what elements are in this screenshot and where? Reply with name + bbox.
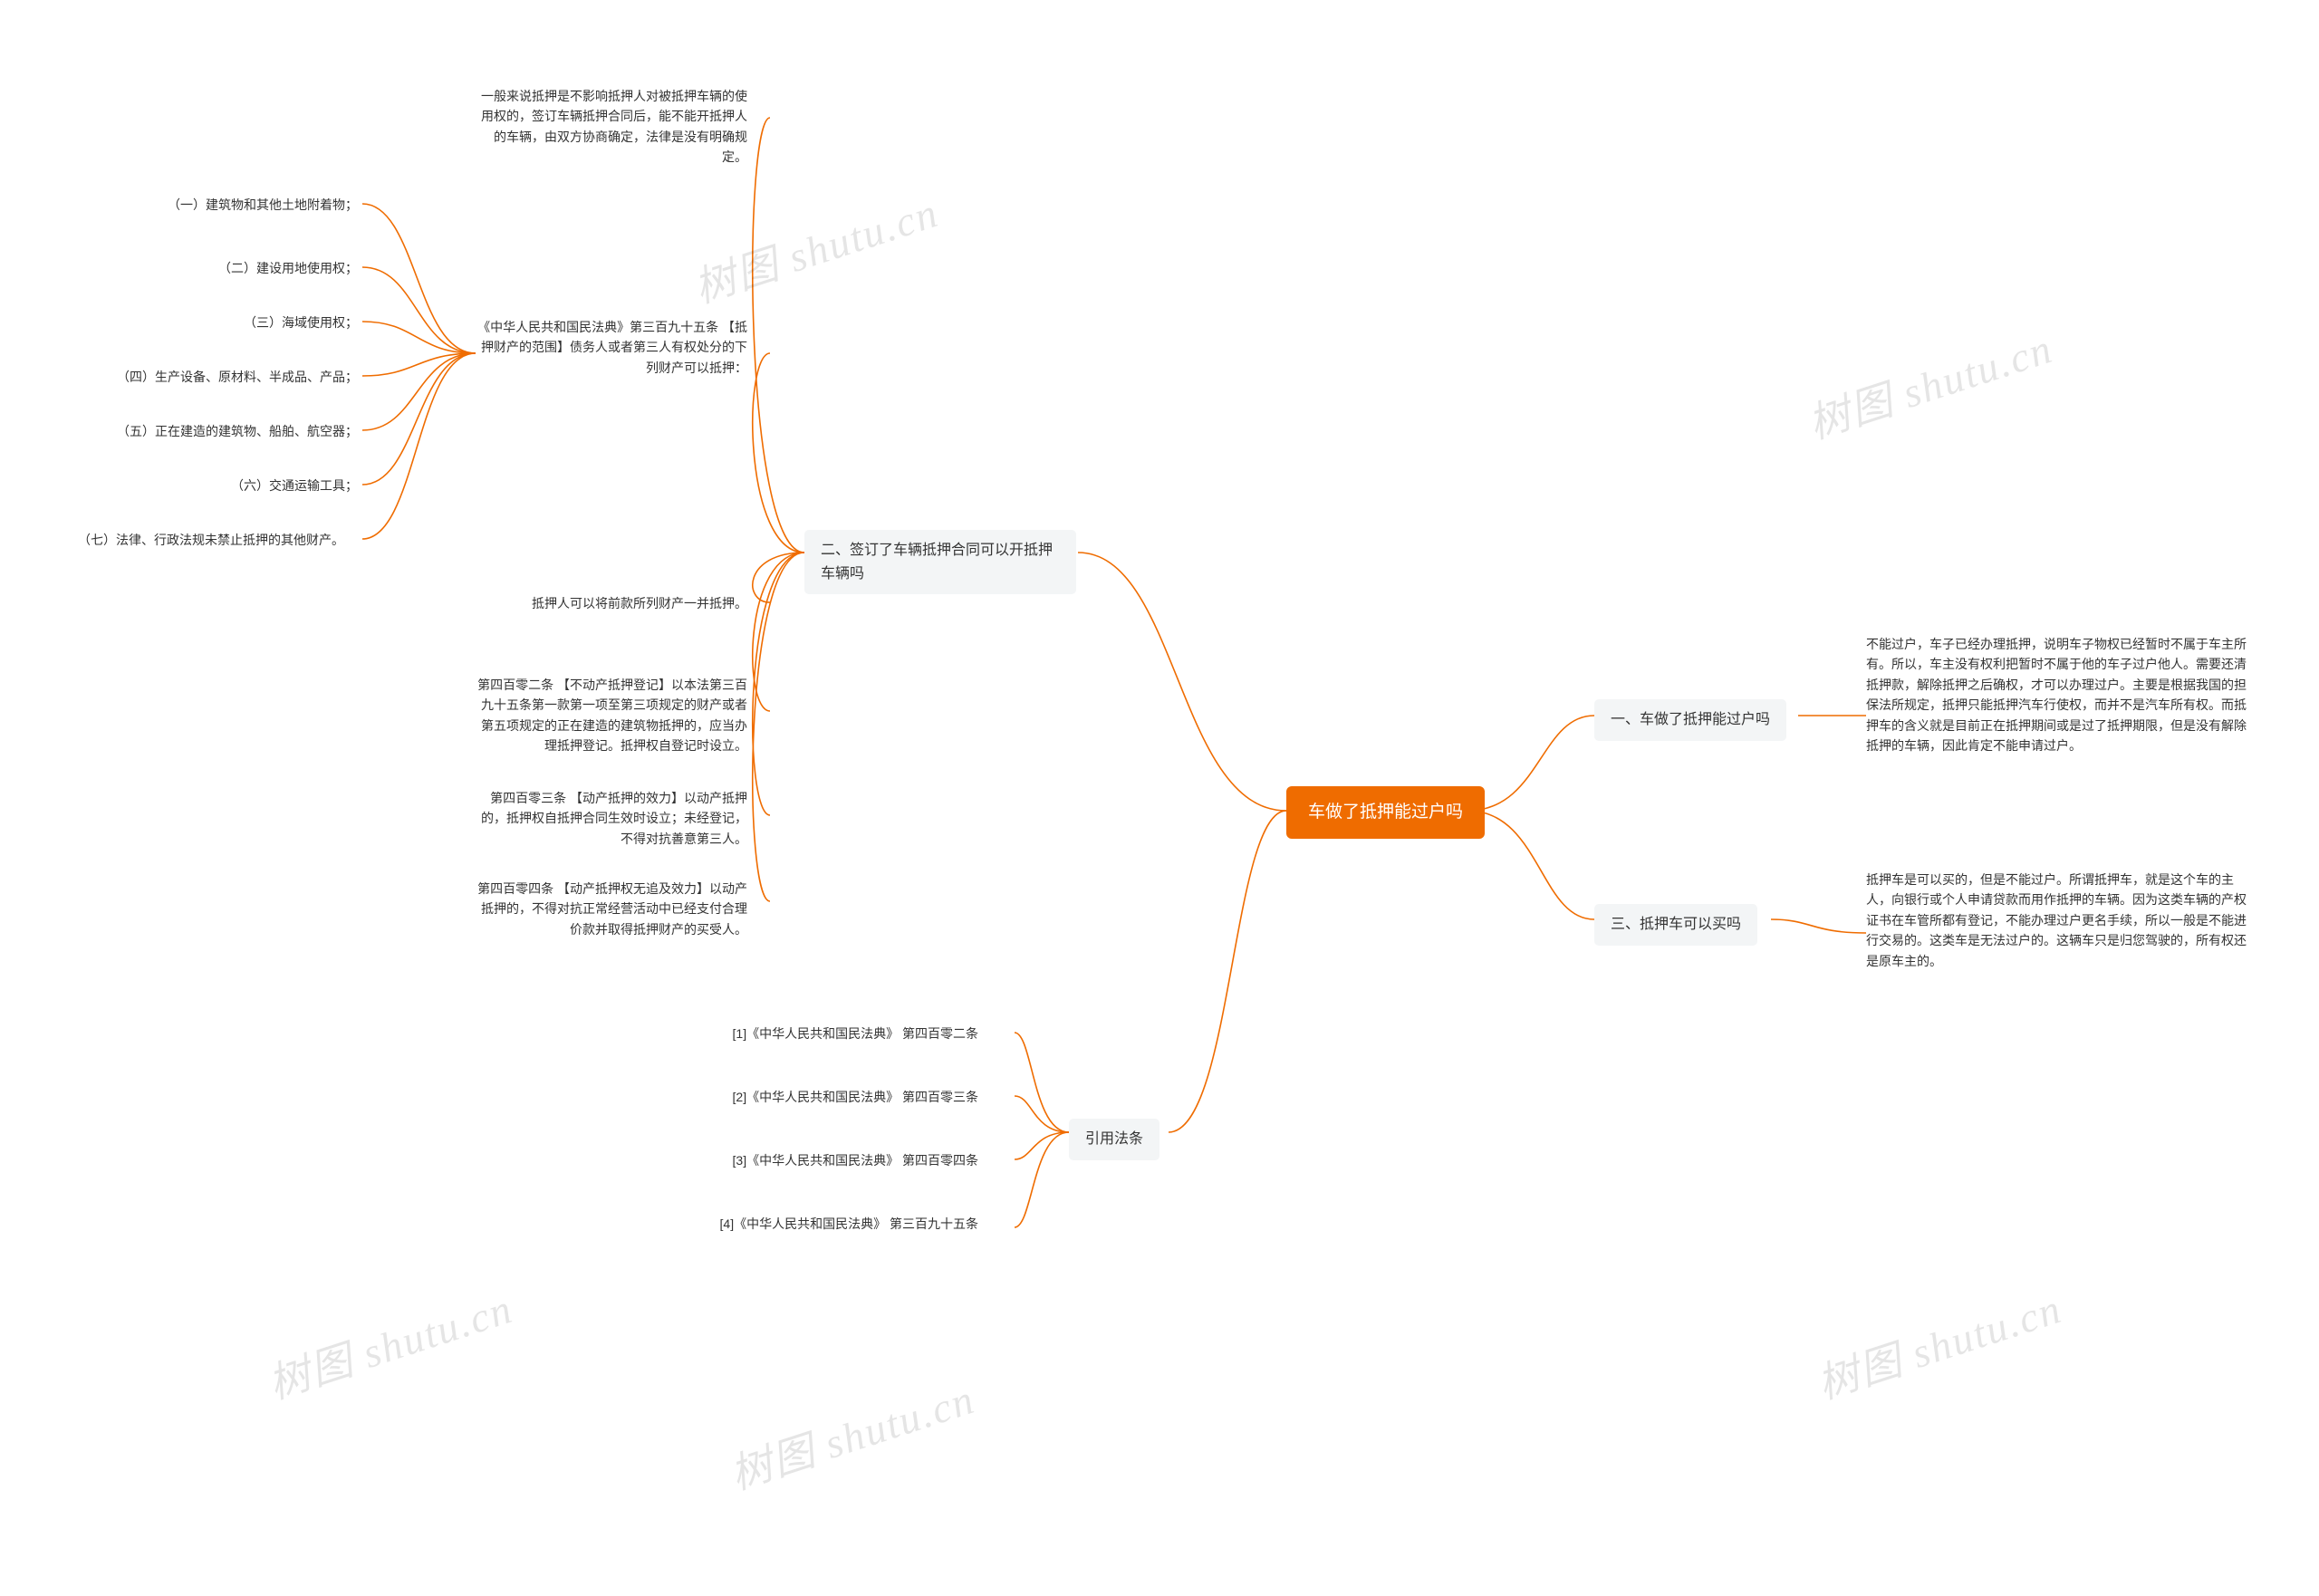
leaf-l2b-sub1: （一）建筑物和其他土地附着物； bbox=[86, 195, 358, 215]
leaf-l2b: 《中华人民共和国民法典》第三百九十五条 【抵押财产的范围】债务人或者第三人有权处… bbox=[476, 317, 747, 378]
watermark: 树图 shutu.cn bbox=[260, 1275, 520, 1410]
leaf-l2c: 抵押人可以将前款所列财产一并抵押。 bbox=[476, 593, 747, 613]
branch-ref[interactable]: 引用法条 bbox=[1069, 1119, 1160, 1160]
leaf-l2b-sub6: （六）交通运输工具； bbox=[86, 476, 358, 495]
leaf-l2b-sub7: （七）法律、行政法规未禁止抵押的其他财产。 bbox=[72, 530, 344, 550]
leaf-l2b-sub3: （三）海域使用权； bbox=[86, 312, 358, 332]
watermark: 树图 shutu.cn bbox=[722, 1366, 982, 1501]
leaf-r3-text: 抵押车是可以买的，但是不能过户。所谓抵押车，就是这个车的主人，向银行或个人申请贷… bbox=[1866, 870, 2247, 971]
connectors bbox=[0, 0, 2319, 1596]
watermark: 树图 shutu.cn bbox=[1800, 315, 2060, 450]
leaf-ref-4: [4]《中华人民共和国民法典》 第三百九十五条 bbox=[707, 1214, 978, 1234]
watermark: 树图 shutu.cn bbox=[1809, 1275, 2069, 1410]
leaf-ref-2: [2]《中华人民共和国民法典》 第四百零三条 bbox=[707, 1087, 978, 1107]
branch-r3[interactable]: 三、抵押车可以买吗 bbox=[1594, 904, 1757, 946]
branch-b2[interactable]: 二、签订了车辆抵押合同可以开抵押车辆吗 bbox=[804, 530, 1076, 594]
leaf-l2b-sub4: （四）生产设备、原材料、半成品、产品； bbox=[86, 367, 358, 387]
watermark: 树图 shutu.cn bbox=[686, 179, 946, 314]
leaf-l2f: 第四百零四条 【动产抵押权无追及效力】以动产抵押的，不得对抗正常经营活动中已经支… bbox=[476, 879, 747, 939]
leaf-l2b-sub2: （二）建设用地使用权； bbox=[86, 258, 358, 278]
leaf-l2d: 第四百零二条 【不动产抵押登记】以本法第三百九十五条第一款第一项至第三项规定的财… bbox=[476, 675, 747, 756]
branch-r1[interactable]: 一、车做了抵押能过户吗 bbox=[1594, 699, 1786, 741]
leaf-l2a: 一般来说抵押是不影响抵押人对被抵押车辆的使用权的，签订车辆抵押合同后，能不能开抵… bbox=[476, 86, 747, 168]
leaf-r1-text: 不能过户，车子已经办理抵押，说明车子物权已经暂时不属于车主所有。所以，车主没有权… bbox=[1866, 634, 2247, 755]
leaf-ref-1: [1]《中华人民共和国民法典》 第四百零二条 bbox=[707, 1024, 978, 1043]
leaf-ref-3: [3]《中华人民共和国民法典》 第四百零四条 bbox=[707, 1150, 978, 1170]
leaf-l2b-sub5: （五）正在建造的建筑物、船舶、航空器； bbox=[86, 421, 358, 441]
root-node[interactable]: 车做了抵押能过户吗 bbox=[1286, 786, 1485, 839]
leaf-l2e: 第四百零三条 【动产抵押的效力】以动产抵押的，抵押权自抵押合同生效时设立；未经登… bbox=[476, 788, 747, 849]
